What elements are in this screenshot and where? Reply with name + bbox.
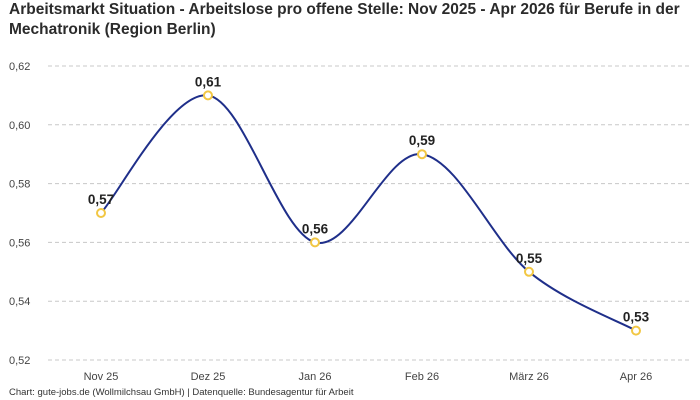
y-tick-label: 0,54 — [9, 296, 30, 308]
x-tick-label: Feb 26 — [405, 371, 439, 383]
y-tick-label: 0,58 — [9, 179, 30, 191]
x-tick-label: März 26 — [509, 371, 549, 383]
y-tick-label: 0,62 — [9, 61, 30, 73]
data-label: 0,59 — [409, 133, 435, 148]
series-line — [100, 94, 637, 332]
data-label: 0,61 — [195, 74, 222, 89]
data-point — [417, 149, 427, 160]
data-point — [631, 325, 641, 336]
data-point — [524, 266, 534, 277]
chart-title: Arbeitsmarkt Situation - Arbeitslose pro… — [9, 1, 680, 38]
data-point — [203, 90, 213, 101]
data-point — [96, 208, 106, 218]
data-label: 0,57 — [88, 192, 114, 207]
x-tick-label: Nov 25 — [84, 371, 119, 383]
x-tick-label: Dez 25 — [191, 371, 226, 383]
data-label: 0,55 — [516, 251, 543, 266]
data-label: 0,53 — [623, 310, 650, 325]
x-tick-label: Jan 26 — [298, 371, 331, 383]
y-tick-label: 0,56 — [9, 237, 30, 249]
data-point — [310, 237, 320, 248]
x-tick-label: Apr 26 — [620, 371, 652, 383]
chart-footer: Chart: gute-jobs.de (Wollmilchsau GmbH) … — [9, 387, 354, 398]
y-tick-label: 0,52 — [9, 355, 30, 367]
data-label: 0,56 — [302, 221, 329, 236]
y-tick-label: 0,60 — [9, 120, 30, 132]
